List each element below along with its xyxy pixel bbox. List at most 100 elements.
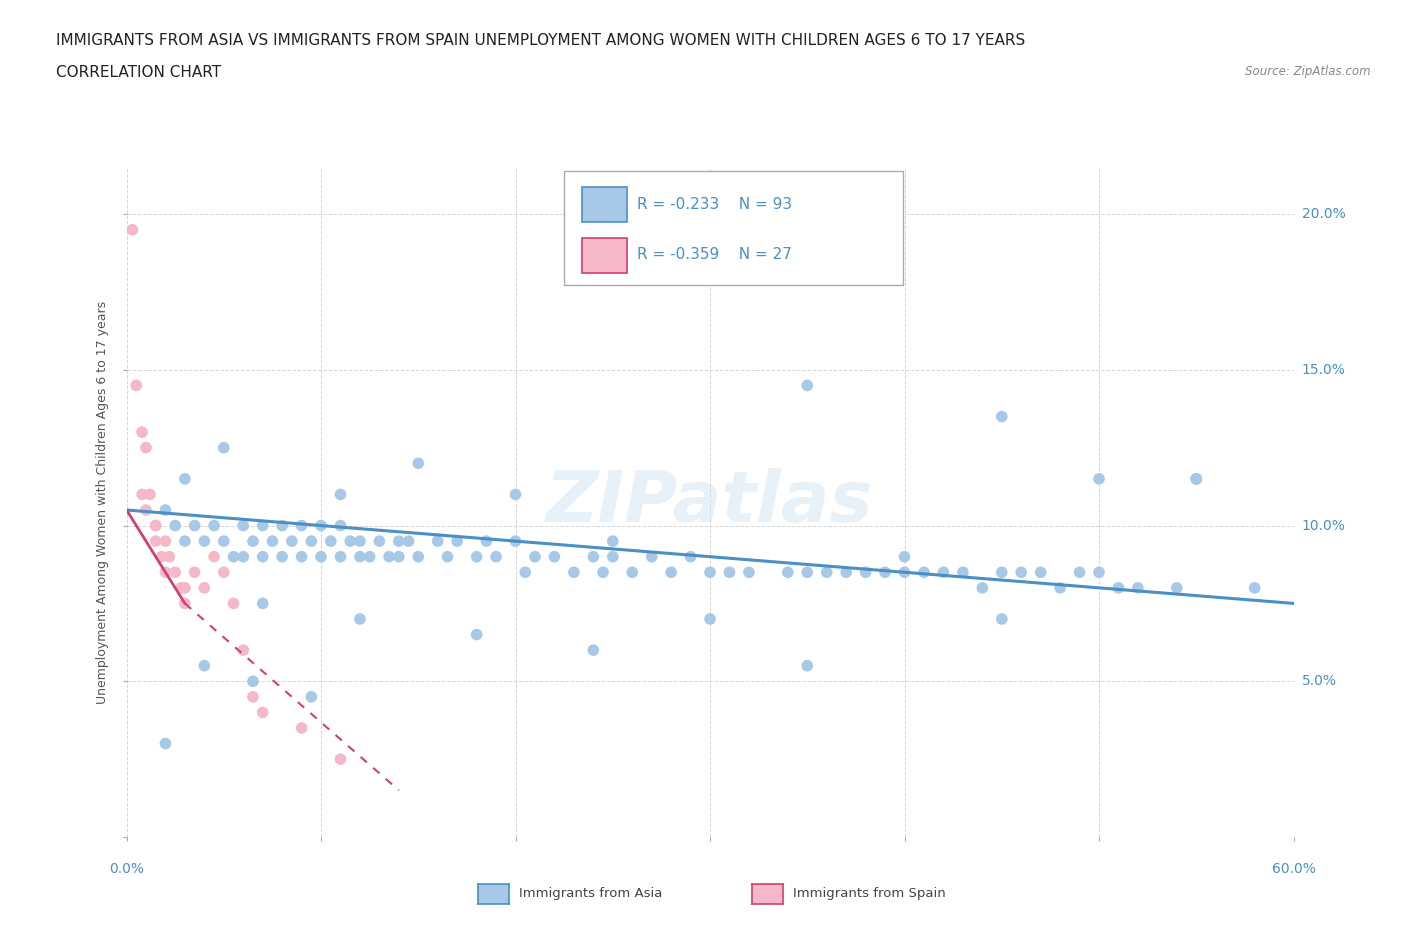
- Point: [212, 565, 235, 579]
- Point: [465, 627, 488, 642]
- Point: [222, 596, 245, 611]
- FancyBboxPatch shape: [564, 171, 903, 285]
- Point: [232, 550, 254, 565]
- Point: [855, 565, 877, 579]
- Text: Immigrants from Spain: Immigrants from Spain: [793, 887, 946, 900]
- Point: [990, 612, 1012, 627]
- Point: [990, 409, 1012, 424]
- Point: [485, 550, 508, 565]
- Point: [299, 689, 322, 704]
- Point: [193, 580, 215, 595]
- Point: [193, 658, 215, 673]
- Point: [1185, 472, 1208, 486]
- Point: [1069, 565, 1091, 579]
- Point: [388, 550, 411, 565]
- Point: [893, 565, 915, 579]
- Point: [157, 550, 180, 565]
- Point: [408, 550, 430, 565]
- Point: [135, 440, 157, 455]
- Point: [252, 705, 274, 720]
- Point: [592, 565, 614, 579]
- Point: [349, 550, 371, 565]
- Point: [212, 440, 235, 455]
- Point: [290, 721, 312, 736]
- Point: [446, 534, 468, 549]
- Point: [165, 565, 187, 579]
- Point: [640, 550, 664, 565]
- Point: [1185, 472, 1208, 486]
- Point: [1126, 580, 1149, 595]
- Point: [242, 689, 264, 704]
- Point: [145, 518, 167, 533]
- Point: [515, 565, 537, 579]
- Text: R = -0.359    N = 27: R = -0.359 N = 27: [637, 247, 792, 262]
- Point: [202, 550, 225, 565]
- Point: [796, 378, 818, 392]
- Point: [426, 534, 449, 549]
- Point: [155, 534, 177, 549]
- Point: [121, 222, 143, 237]
- Point: [125, 378, 148, 392]
- Point: [1010, 565, 1032, 579]
- Point: [1088, 472, 1111, 486]
- Point: [232, 643, 254, 658]
- Point: [202, 518, 225, 533]
- Point: [174, 596, 197, 611]
- Point: [368, 534, 391, 549]
- Y-axis label: Unemployment Among Women with Children Ages 6 to 17 years: Unemployment Among Women with Children A…: [96, 300, 110, 704]
- FancyBboxPatch shape: [582, 188, 627, 222]
- Text: IMMIGRANTS FROM ASIA VS IMMIGRANTS FROM SPAIN UNEMPLOYMENT AMONG WOMEN WITH CHIL: IMMIGRANTS FROM ASIA VS IMMIGRANTS FROM …: [56, 33, 1025, 47]
- Point: [398, 534, 420, 549]
- Point: [523, 550, 546, 565]
- Point: [290, 518, 312, 533]
- Point: [271, 518, 294, 533]
- Point: [699, 565, 721, 579]
- Text: Immigrants from Asia: Immigrants from Asia: [519, 887, 662, 900]
- Text: 0.0%: 0.0%: [110, 862, 143, 876]
- Point: [562, 565, 585, 579]
- Point: [835, 565, 858, 579]
- Point: [174, 534, 197, 549]
- Point: [155, 502, 177, 517]
- Point: [1243, 580, 1265, 595]
- Point: [1049, 580, 1071, 595]
- Point: [932, 565, 955, 579]
- Text: 20.0%: 20.0%: [1302, 207, 1346, 221]
- Point: [131, 487, 153, 502]
- Point: [1185, 472, 1208, 486]
- Point: [290, 550, 312, 565]
- Point: [912, 565, 935, 579]
- Point: [359, 550, 381, 565]
- Point: [193, 534, 215, 549]
- Point: [378, 550, 401, 565]
- Point: [174, 580, 197, 595]
- Point: [339, 534, 361, 549]
- Point: [271, 550, 294, 565]
- Point: [952, 565, 974, 579]
- Point: [252, 596, 274, 611]
- Point: [329, 518, 352, 533]
- Text: 10.0%: 10.0%: [1302, 519, 1346, 533]
- Point: [679, 550, 702, 565]
- Point: [475, 534, 498, 549]
- Point: [281, 534, 304, 549]
- Text: ZIPatlas: ZIPatlas: [547, 468, 873, 537]
- Point: [505, 534, 527, 549]
- Point: [699, 612, 721, 627]
- Point: [873, 565, 897, 579]
- Point: [815, 565, 838, 579]
- Point: [621, 565, 644, 579]
- Point: [145, 534, 167, 549]
- Point: [232, 518, 254, 533]
- Point: [242, 534, 264, 549]
- Text: 5.0%: 5.0%: [1302, 674, 1337, 688]
- Point: [582, 550, 605, 565]
- Point: [309, 518, 332, 533]
- Point: [602, 534, 624, 549]
- Point: [388, 534, 411, 549]
- Point: [1108, 580, 1130, 595]
- Point: [242, 674, 264, 689]
- Point: [893, 550, 915, 565]
- Text: Source: ZipAtlas.com: Source: ZipAtlas.com: [1246, 65, 1371, 78]
- Point: [183, 565, 205, 579]
